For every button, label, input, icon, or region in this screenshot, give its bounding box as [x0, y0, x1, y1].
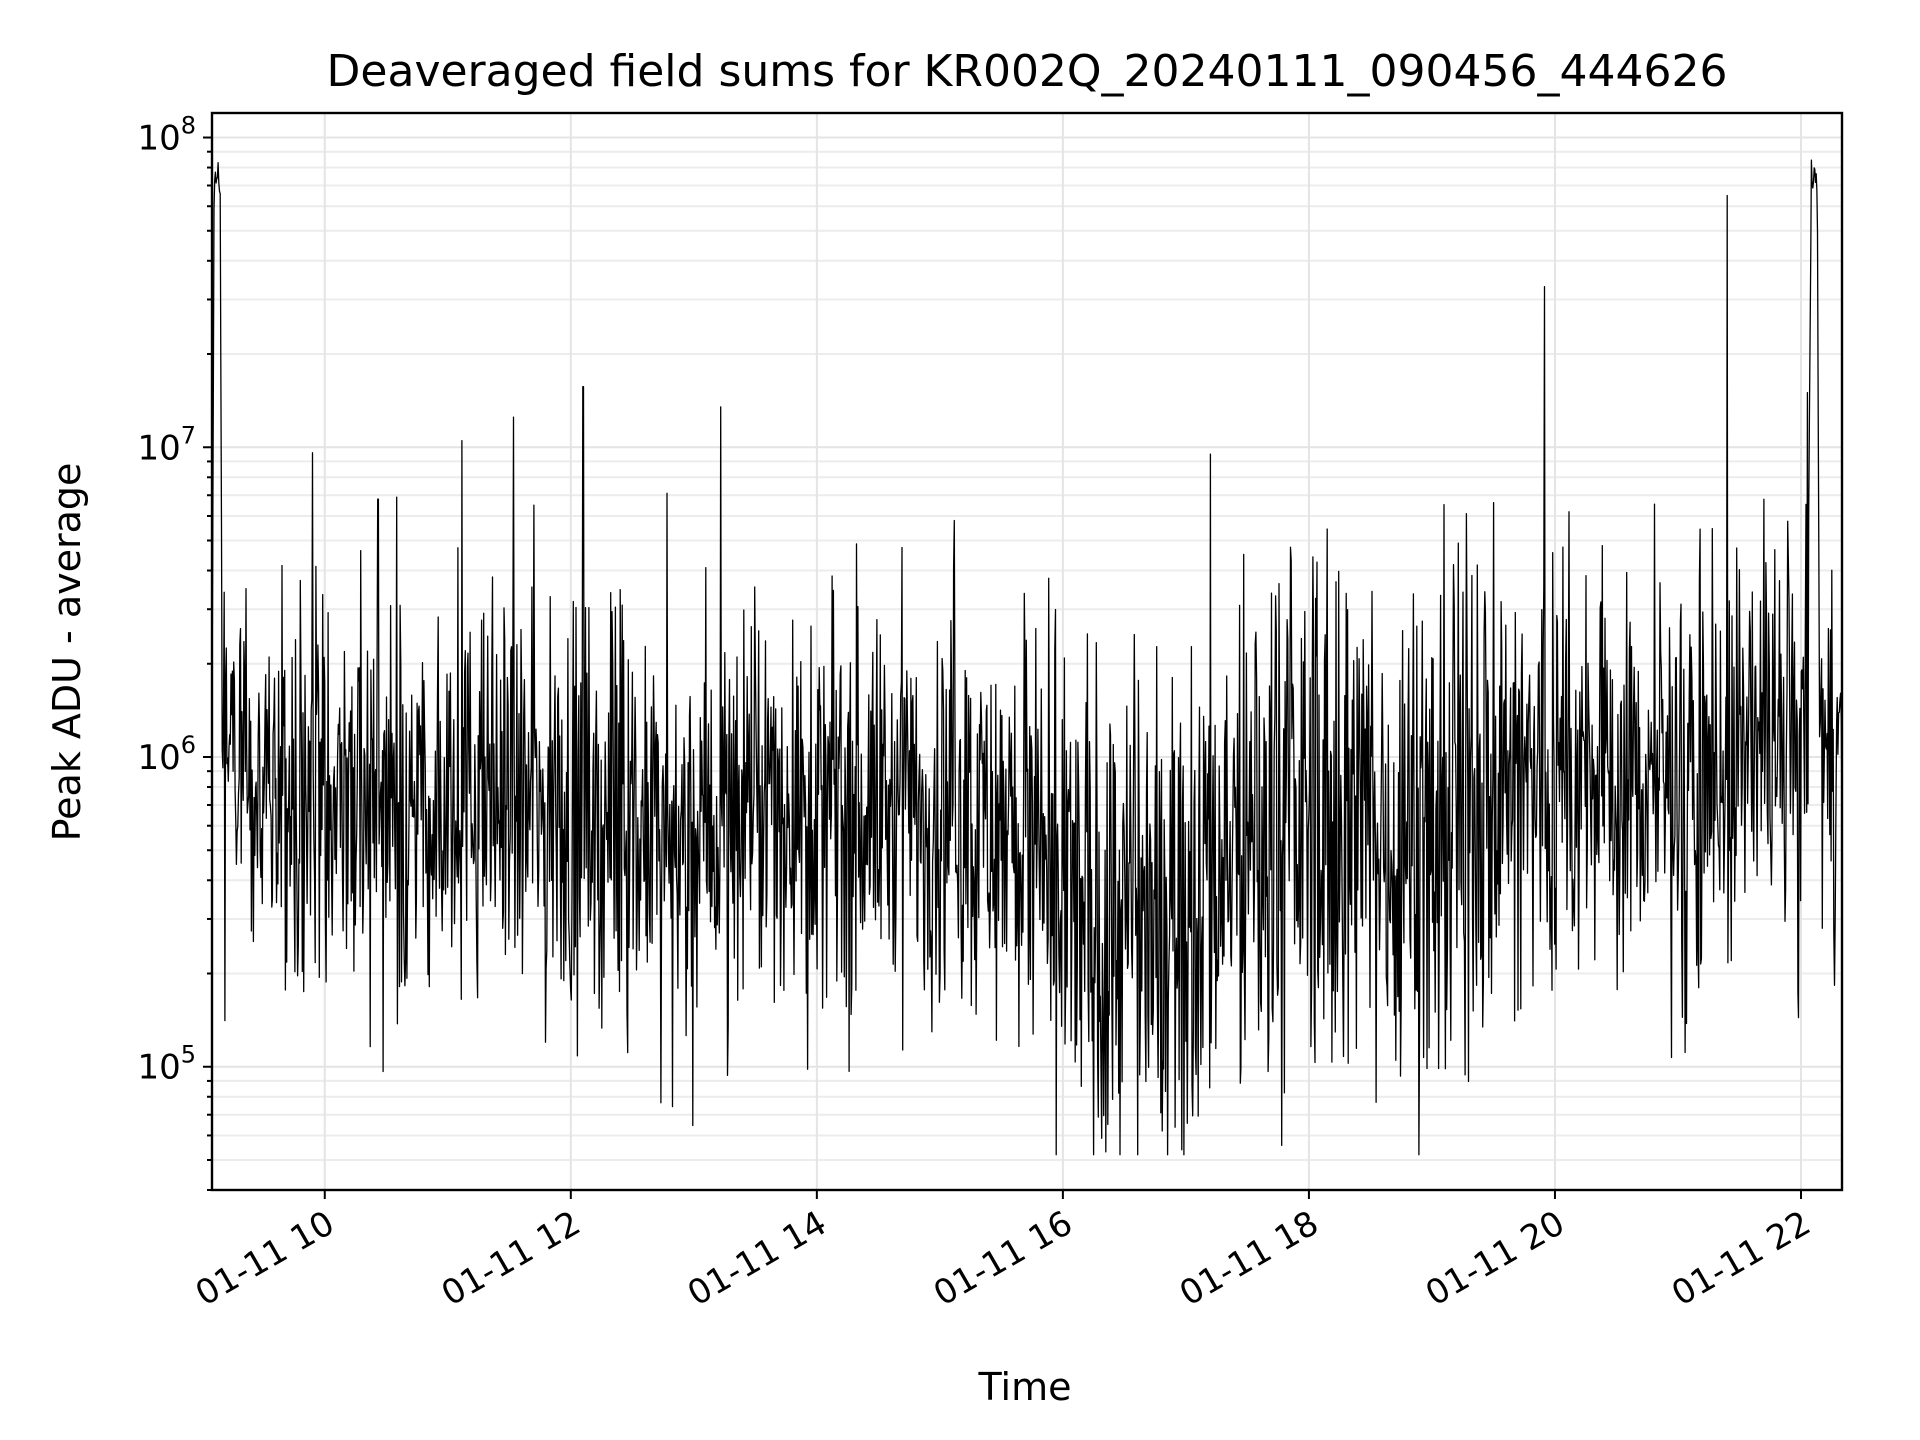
y-tick-label: 107 — [137, 421, 196, 468]
y-tick-label: 105 — [137, 1041, 196, 1088]
chart-title: Deaveraged field sums for KR002Q_2024011… — [327, 46, 1728, 97]
y-tick-label: 106 — [137, 731, 196, 778]
y-axis-label: Peak ADU - average — [45, 463, 89, 842]
plot-frame — [210, 111, 1844, 1192]
series-line — [212, 159, 1842, 1156]
y-tick-label: 108 — [137, 112, 196, 159]
series-layer — [212, 159, 1842, 1156]
x-axis-label: Time — [978, 1365, 1072, 1409]
